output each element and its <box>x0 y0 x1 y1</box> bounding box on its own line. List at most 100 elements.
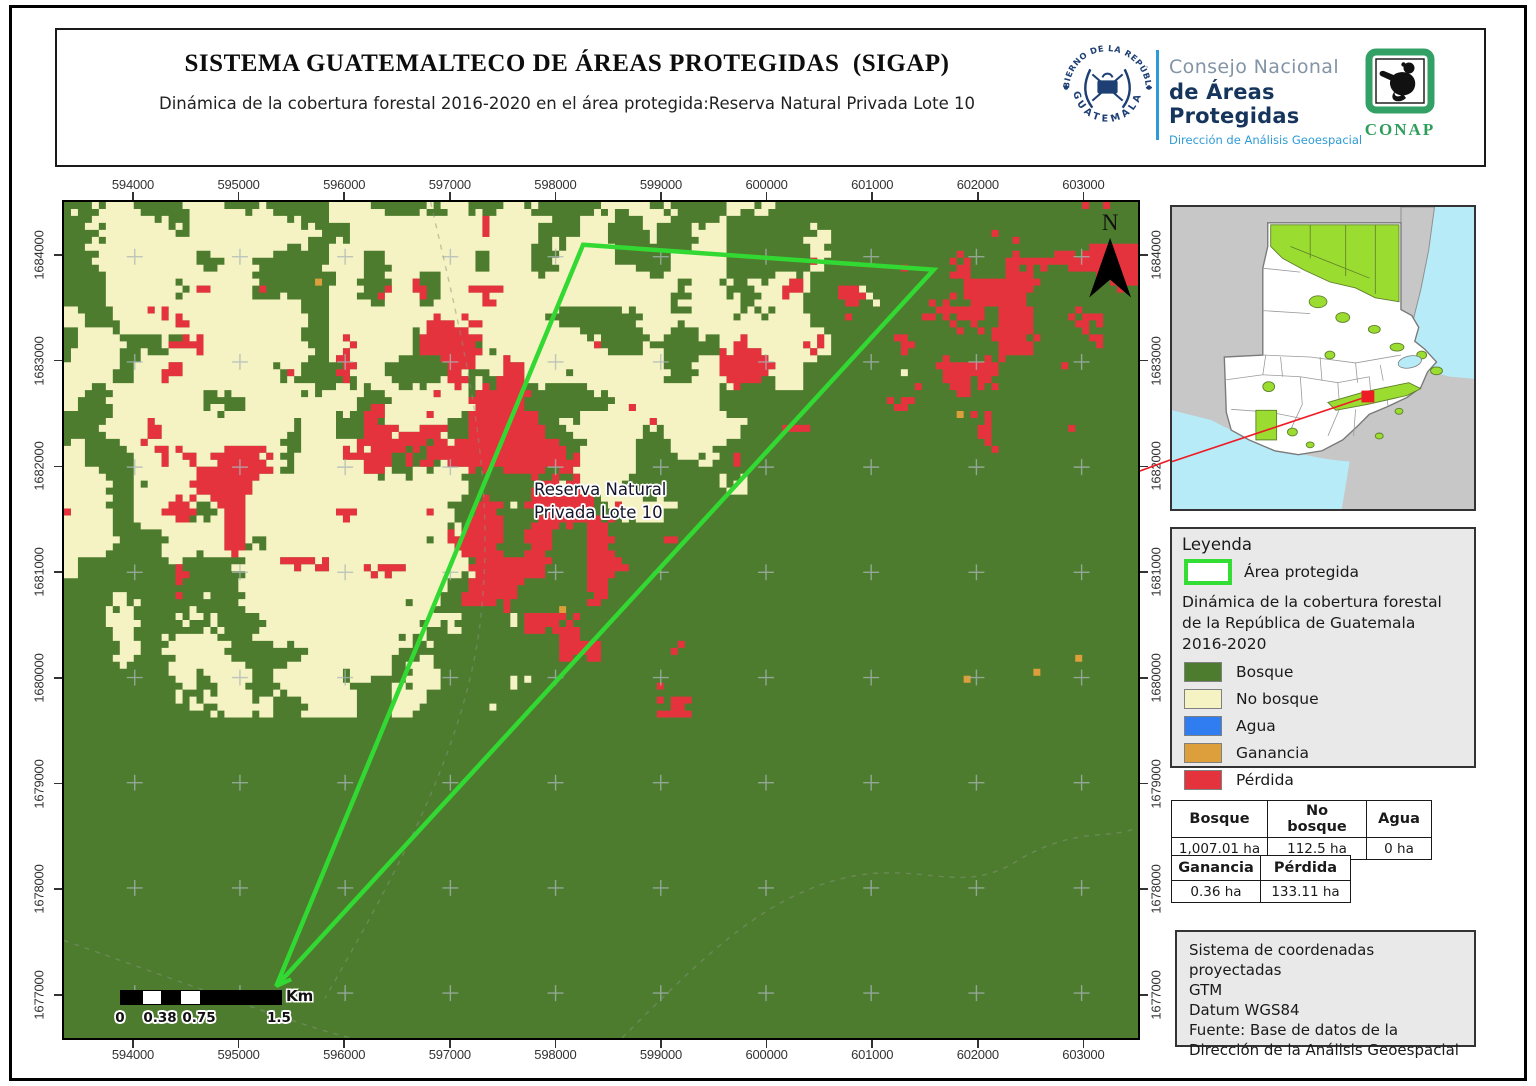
x-tick-top <box>554 192 557 200</box>
conap-monkey-icon <box>1365 48 1435 114</box>
legend-item: Agua <box>1182 715 1464 736</box>
sheet-border <box>9 5 1527 1081</box>
y-axis-tick-label-left: 1678000 <box>31 864 47 914</box>
protected-areas <box>1255 224 1443 449</box>
legend-swatch <box>1184 742 1222 763</box>
y-axis-tick-label-right: 1677000 <box>1148 970 1164 1020</box>
protected-area-name-label: Reserva Natural Privada Lote 10 <box>534 478 666 524</box>
x-tick-top <box>765 192 768 200</box>
x-axis-tick-label-bottom: 602000 <box>956 1047 999 1062</box>
scale-bar-segment <box>143 991 161 1004</box>
y-axis-tick-label-left: 1682000 <box>31 441 47 491</box>
x-axis-tick-label-top: 596000 <box>323 177 366 192</box>
legend-item-label: Ganancia <box>1236 743 1309 762</box>
coordinate-system-info: Sistema de coordenadas proyectadas GTM Dat… <box>1175 930 1476 1059</box>
x-axis-tick-label-top: 600000 <box>745 177 788 192</box>
info-line: Datum WGS84 <box>1189 1001 1300 1019</box>
header: SISTEMA GUATEMALTECO DE ÁREAS PROTEGIDAS… <box>55 28 1486 167</box>
protected-area-tip <box>274 966 292 989</box>
scale-bar-label: 0 <box>115 1010 125 1026</box>
y-tick-right <box>1140 254 1148 256</box>
legend-item-label: Pérdida <box>1236 770 1294 789</box>
x-tick-bottom <box>237 1040 240 1048</box>
org-name-line1: Consejo Nacional <box>1169 56 1340 78</box>
stats-header-cell: Bosque <box>1171 800 1268 838</box>
protected-area-outline <box>274 242 939 988</box>
x-axis-tick-label-bottom: 595000 <box>217 1047 260 1062</box>
x-axis-tick-label-bottom: 600000 <box>745 1047 788 1062</box>
org-subunit: Dirección de Análisis Geoespacial <box>1169 133 1363 147</box>
page-title: SISTEMA GUATEMALTECO DE ÁREAS PROTEGIDAS… <box>184 50 950 77</box>
y-tick-right <box>1140 359 1148 362</box>
legend-items: Bosque No bosque Agua Ganancia Pérdida <box>1182 661 1464 790</box>
legend-swatch <box>1184 715 1222 736</box>
legend-section-title: Dinámica de la cobertura forestal de la … <box>1182 593 1442 653</box>
y-axis-tick-label-left: 1677000 <box>31 970 47 1020</box>
legend-item: Pérdida <box>1182 769 1464 790</box>
x-axis-tick-label-top: 599000 <box>639 177 683 192</box>
x-axis-tick-label-top: 594000 <box>111 177 155 192</box>
x-axis-tick-label-top: 601000 <box>851 177 894 192</box>
y-tick-right <box>1140 465 1148 468</box>
y-axis-tick-label-left: 1680000 <box>31 653 47 703</box>
scale-bar-bar <box>120 990 282 1005</box>
x-axis-tick-label-top: 602000 <box>956 177 999 192</box>
y-axis-tick-label-right: 1684000 <box>1148 230 1164 280</box>
y-axis-tick-label-left: 1679000 <box>31 758 47 809</box>
y-axis-tick-label-right: 1681000 <box>1148 547 1164 597</box>
x-axis-tick-label-bottom: 596000 <box>323 1047 366 1062</box>
scale-bar-segment <box>181 991 200 1004</box>
north-arrow-icon: N <box>1089 210 1132 298</box>
x-axis-tick-label-bottom: 594000 <box>111 1047 155 1062</box>
x-tick-top <box>660 192 662 200</box>
legend: Leyenda Área protegida Dinámica de la co… <box>1170 527 1476 790</box>
area-label-line2: Privada Lote 10 <box>534 503 663 522</box>
info-line: Sistema de coordenadas proyectadas <box>1189 941 1375 979</box>
legend-item-label: No bosque <box>1236 689 1319 708</box>
y-axis-tick-label-left: 1684000 <box>31 230 47 280</box>
x-tick-bottom <box>343 1040 345 1048</box>
area-protegida-swatch <box>1184 559 1232 585</box>
y-axis-tick-label-right: 1680000 <box>1148 653 1164 703</box>
legend-item-label: Bosque <box>1236 662 1294 681</box>
no-bosque-patches <box>64 202 908 718</box>
x-tick-bottom <box>449 1040 451 1048</box>
stats-header-cell: No bosque <box>1267 800 1367 838</box>
scale-bar-unit: Km <box>286 987 314 1005</box>
x-tick-bottom <box>660 1040 662 1048</box>
forest-cover-raster: N <box>64 202 1138 1038</box>
x-tick-bottom <box>1082 1040 1085 1048</box>
stats-header-cell: Pérdida <box>1260 855 1351 881</box>
y-axis-tick-label-right: 1679000 <box>1148 758 1164 809</box>
x-tick-top <box>343 192 345 200</box>
org-name-line2: de Áreas Protegidas <box>1169 80 1300 128</box>
legend-item-label: Agua <box>1236 716 1276 735</box>
scale-bar: 0 0.38 0.75 1.5 Km <box>114 982 364 1038</box>
peten-parcel-lines <box>1290 224 1376 294</box>
x-tick-bottom <box>977 1040 979 1048</box>
caribbean-sea <box>1402 207 1474 379</box>
legend-swatch <box>1184 688 1222 709</box>
x-axis-tick-label-bottom: 598000 <box>534 1047 577 1062</box>
x-axis-tick-label-top: 598000 <box>534 177 577 192</box>
legend-swatch <box>1184 661 1222 682</box>
x-tick-top <box>449 192 451 200</box>
scale-bar-label: 0.38 <box>143 1010 177 1026</box>
y-tick-left <box>54 465 62 468</box>
area-label-line1: Reserva Natural <box>534 480 667 499</box>
x-axis-tick-label-top: 597000 <box>428 177 471 192</box>
y-tick-left <box>54 994 62 996</box>
seal-scroll <box>1097 80 1118 94</box>
x-axis-tick-label-bottom: 597000 <box>428 1047 471 1062</box>
x-tick-top <box>237 192 240 200</box>
y-tick-left <box>54 571 62 573</box>
monkey-silhouette <box>1379 62 1416 102</box>
x-tick-bottom <box>871 1040 873 1048</box>
y-tick-right <box>1140 677 1148 679</box>
x-axis-tick-label-bottom: 599000 <box>639 1047 683 1062</box>
x-axis-tick-label-top: 603000 <box>1062 177 1105 192</box>
y-tick-right <box>1140 888 1148 890</box>
lake-izabal <box>1397 355 1422 369</box>
logo-separator <box>1156 50 1159 140</box>
